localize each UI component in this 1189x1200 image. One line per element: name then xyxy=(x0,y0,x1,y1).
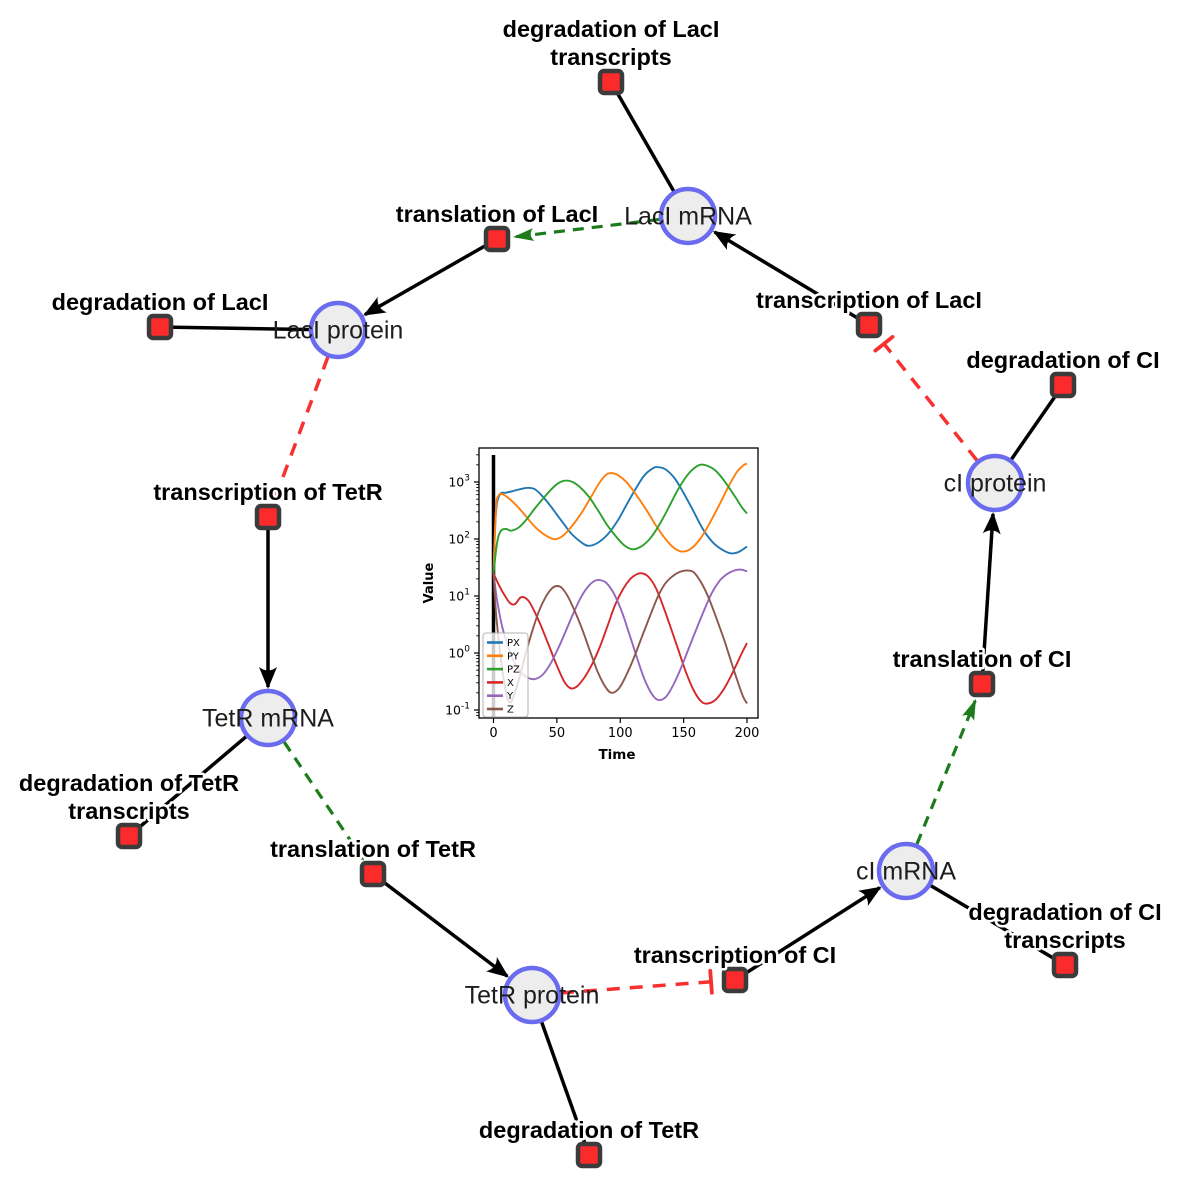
series-line-X xyxy=(492,572,748,705)
reaction-label-translation-tetr: translation of TetR xyxy=(270,836,476,862)
reaction-label-deg-ci: degradation of CI xyxy=(966,347,1159,373)
reaction-label-deg-tetr: degradation of TetR xyxy=(479,1117,699,1143)
edge-inhibition-laci-protein-to-transcription-tetr xyxy=(274,356,330,496)
species-node-ci-protein[interactable] xyxy=(965,453,1025,513)
reaction-label-translation-laci: translation of LacI xyxy=(396,201,598,227)
x-tick-label-200: 200 xyxy=(735,726,760,741)
y-tick-label-10e3: 103 xyxy=(448,474,470,490)
legend: PX PY PZ XYZ xyxy=(482,632,529,718)
labels-layer: LacI mRNA LacI protein TetR mRNA TetR prote… xyxy=(16,14,1164,1146)
reaction-label-deg-ci-transcripts: degradation of CI transcripts xyxy=(968,899,1161,953)
species-label-tetr-protein: TetR protein xyxy=(465,982,600,1010)
legend-label-Z: Z xyxy=(507,705,514,716)
reaction-label-deg-laci: degradation of LacI xyxy=(52,289,269,315)
reaction-node-translation-ci[interactable] xyxy=(968,670,996,698)
species-node-tetr-protein[interactable] xyxy=(502,965,562,1025)
y-tick-label-10e0: 100 xyxy=(448,645,470,661)
species-label-laci-protein: LacI protein xyxy=(273,317,404,345)
reaction-node-transcription-ci[interactable] xyxy=(721,966,749,994)
edge-inhibition-ci-protein-to-transcription-laci xyxy=(882,342,979,462)
species-node-laci-mrna[interactable] xyxy=(658,186,718,246)
chart-frame xyxy=(478,447,759,719)
reaction-node-deg-laci-transcripts[interactable] xyxy=(597,68,625,96)
y-tick-label-10e1: 101 xyxy=(448,588,470,604)
edge-consume-tetr-mrna-to-deg-tetr-transcripts xyxy=(127,716,270,838)
x-tick-label-50: 50 xyxy=(549,726,566,741)
x-tick-label-100: 100 xyxy=(608,726,633,741)
species-label-laci-mrna: LacI mRNA xyxy=(624,203,752,231)
species-label-tetr-mrna: TetR mRNA xyxy=(202,705,334,733)
series-line-PZ xyxy=(492,463,748,574)
edge-consume-laci-protein-to-deg-laci xyxy=(159,325,339,332)
edge-produce-transcription-ci-to-ci-mrna xyxy=(745,886,882,975)
x-axis-label: Time xyxy=(598,747,635,763)
species-node-tetr-mrna[interactable] xyxy=(238,688,298,748)
inset-chart: 0 50 100 150 20010-1100101102103TimeValuePXP… xyxy=(422,447,760,763)
species-node-laci-protein[interactable] xyxy=(308,300,368,360)
series-line-PX xyxy=(492,466,748,569)
y-axis-label: Value xyxy=(422,562,437,603)
reaction-node-transcription-tetr[interactable] xyxy=(254,503,282,531)
reaction-label-transcription-tetr: transcription of TetR xyxy=(153,479,382,505)
reaction-label-transcription-laci: transcription of LacI xyxy=(756,287,982,313)
edge-catalysis-ci-mrna-to-translation-ci xyxy=(915,698,977,845)
inhibition-tbar-laci-protein xyxy=(264,488,289,501)
edge-inhibition-tetr-protein-to-transcription-ci xyxy=(560,980,712,995)
reaction-label-transcription-ci: transcription of CI xyxy=(634,942,836,968)
inhibition-tbar-tetr-protein xyxy=(708,968,714,995)
reaction-label-deg-laci-transcripts: degradation of LacI transcripts xyxy=(503,16,720,70)
x-tick-label-0: 0 xyxy=(489,726,497,741)
species-node-ci-mrna[interactable] xyxy=(876,841,936,901)
edge-produce-translation-ci-to-ci-protein xyxy=(981,511,1001,672)
legend-box xyxy=(482,632,529,718)
y-tick-label-10e2: 102 xyxy=(448,531,470,547)
edge-produce-translation-tetr-to-tetr-protein xyxy=(382,880,509,978)
reaction-node-deg-ci-transcripts[interactable] xyxy=(1051,951,1079,979)
legend-label-PX: PX xyxy=(507,638,520,649)
series-line-PY xyxy=(492,462,748,574)
reaction-node-translation-tetr[interactable] xyxy=(359,860,387,888)
edge-produce-transcription-laci-to-laci-mrna xyxy=(712,230,859,320)
reaction-node-translation-laci[interactable] xyxy=(483,225,511,253)
edge-catalysis-laci-mrna-to-translation-laci xyxy=(512,217,660,242)
reaction-label-deg-tetr-transcripts: degradation of TetR transcripts xyxy=(19,770,239,824)
inhibition-tbar-ci-protein xyxy=(873,335,895,353)
reaction-node-transcription-laci[interactable] xyxy=(855,311,883,339)
legend-label-PY: PY xyxy=(507,651,520,662)
legend-label-Y: Y xyxy=(506,691,514,702)
reaction-node-deg-tetr-transcripts[interactable] xyxy=(115,822,143,850)
reaction-label-translation-ci: translation of CI xyxy=(893,646,1072,672)
edge-produce-translation-laci-to-laci-protein xyxy=(363,243,487,317)
reaction-node-deg-tetr[interactable] xyxy=(575,1141,603,1169)
legend-label-PZ: PZ xyxy=(507,665,520,676)
x-tick-label-150: 150 xyxy=(671,726,696,741)
species-label-ci-mrna: cI mRNA xyxy=(856,858,956,886)
legend-label-X: X xyxy=(507,678,514,689)
nodes-layer xyxy=(115,68,1079,1169)
reaction-node-deg-ci[interactable] xyxy=(1049,371,1077,399)
edges-layer xyxy=(127,81,1066,1156)
series-line-Y xyxy=(492,568,748,702)
y-tick-label-10e-1: 10-1 xyxy=(445,702,470,718)
edge-catalysis-tetr-mrna-to-translation-tetr xyxy=(282,741,365,861)
reaction-node-deg-laci[interactable] xyxy=(146,313,174,341)
edge-consume-ci-mrna-to-deg-ci-transcripts xyxy=(905,869,1066,967)
chart-series-group xyxy=(492,462,748,705)
species-label-ci-protein: cI protein xyxy=(944,470,1047,498)
